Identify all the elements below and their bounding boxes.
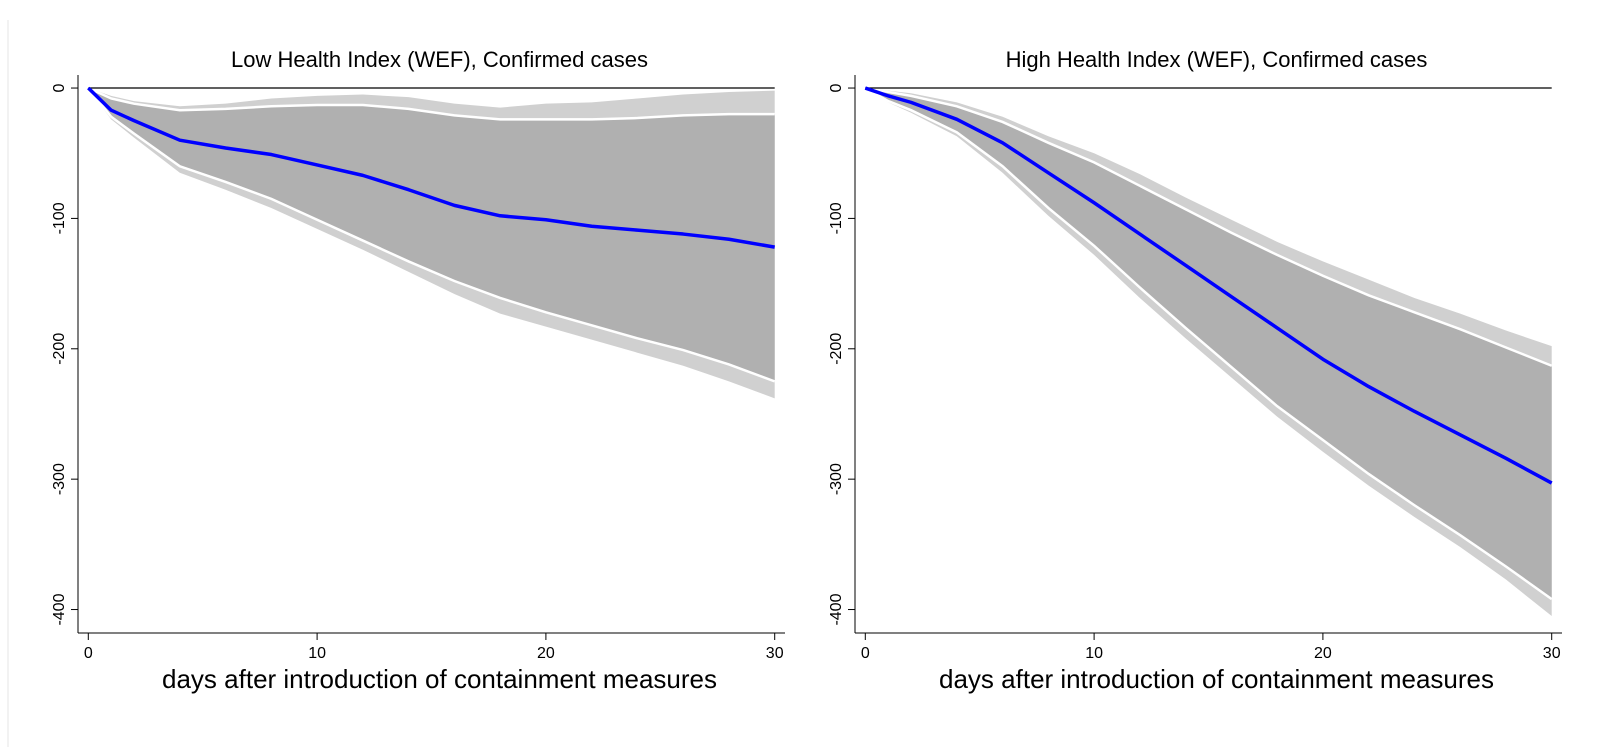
x-axis-title: days after introduction of containment m…: [939, 664, 1494, 694]
y-tick-label: 0: [828, 83, 845, 92]
y-tick-label: -300: [51, 463, 68, 495]
x-tick-label: 10: [308, 645, 326, 662]
y-tick-label: -300: [828, 463, 845, 495]
y-tick-label: -100: [51, 202, 68, 234]
estimate-line: [864, 86, 1553, 485]
x-tick-label: 20: [537, 645, 555, 662]
band-edge: [87, 87, 776, 383]
x-tick-label: 0: [84, 645, 93, 662]
y-tick-label: -400: [828, 593, 845, 625]
x-tick-label: 30: [766, 645, 784, 662]
band-edge: [865, 86, 1553, 367]
x-tick-label: 30: [1543, 645, 1561, 662]
y-tick-label: -200: [828, 333, 845, 365]
x-tick-label: 10: [1085, 645, 1103, 662]
confidence-band: [88, 88, 775, 382]
confidence-band: [865, 88, 1552, 617]
x-tick-label: 20: [1314, 645, 1332, 662]
chart-title: High Health Index (WEF), Confirmed cases: [1006, 47, 1428, 72]
y-tick-label: -100: [828, 202, 845, 234]
chart-title: Low Health Index (WEF), Confirmed cases: [231, 47, 648, 72]
band-edge: [87, 86, 775, 121]
confidence-band: [865, 88, 1552, 600]
y-tick-label: 0: [51, 83, 68, 92]
y-tick-label: -200: [51, 333, 68, 365]
y-tick-label: -400: [51, 593, 68, 625]
estimate-line: [87, 86, 775, 249]
x-axis-title: days after introduction of containment m…: [162, 664, 717, 694]
x-tick-label: 0: [861, 645, 870, 662]
band-edge: [864, 86, 1553, 601]
